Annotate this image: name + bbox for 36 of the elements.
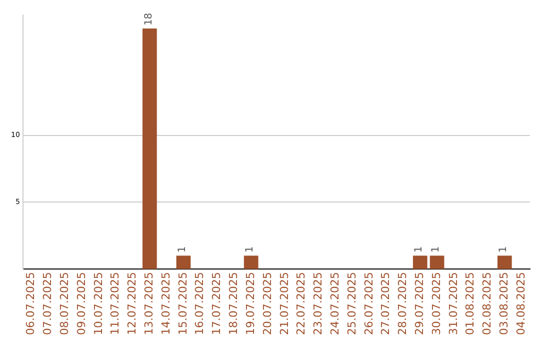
x-tick-label: 22.07.2025 [294,272,308,336]
data-label: 1 [430,246,442,253]
data-label: 1 [498,246,510,253]
x-tick-label: 26.07.2025 [362,272,376,336]
x-tick-label: 23.07.2025 [312,272,325,336]
x-tick-label: 27.07.2025 [379,272,392,336]
x-tick-label: 15.07.2025 [176,272,190,336]
x-tick-label: 24.07.2025 [328,272,342,336]
x-tick-label: 31.07.2025 [446,272,460,336]
x-tick-label: 19.07.2025 [244,272,257,336]
x-tick-label: 01.08.2025 [464,272,477,336]
x-tick-label: 10.07.2025 [92,272,105,336]
x-tick-label: 09.07.2025 [74,272,88,336]
x-tick-label: 07.07.2025 [41,272,54,336]
x-tick-label: 11.07.2025 [108,272,122,336]
x-tick-label: 20.07.2025 [260,272,274,336]
x-tick-label: 21.07.2025 [278,272,291,336]
x-tick-label: 30.07.2025 [430,272,443,336]
x-tick-label: 04.08.2025 [514,272,528,336]
x-tick-label: 13.07.2025 [142,272,156,336]
x-tick-label: 25.07.2025 [345,272,358,336]
x-tick-label: 06.07.2025 [24,272,38,336]
x-tick-label: 28.07.2025 [396,272,410,336]
x-tick-label: 14.07.2025 [159,272,172,336]
x-tick-label: 12.07.2025 [126,272,139,336]
x-tick-label: 08.07.2025 [58,272,72,336]
x-tick-label: 17.07.2025 [210,272,224,336]
x-tick-label: 16.07.2025 [193,272,206,336]
data-label: 18 [143,12,154,26]
data-label: 1 [177,246,188,253]
x-tick-label: 02.08.2025 [480,272,494,336]
data-label: 1 [244,246,256,253]
x-tick-label: 18.07.2025 [227,272,240,336]
data-label: 1 [414,246,425,253]
x-tick-label: 29.07.2025 [412,272,426,336]
x-tick-label: 03.08.2025 [498,272,511,336]
